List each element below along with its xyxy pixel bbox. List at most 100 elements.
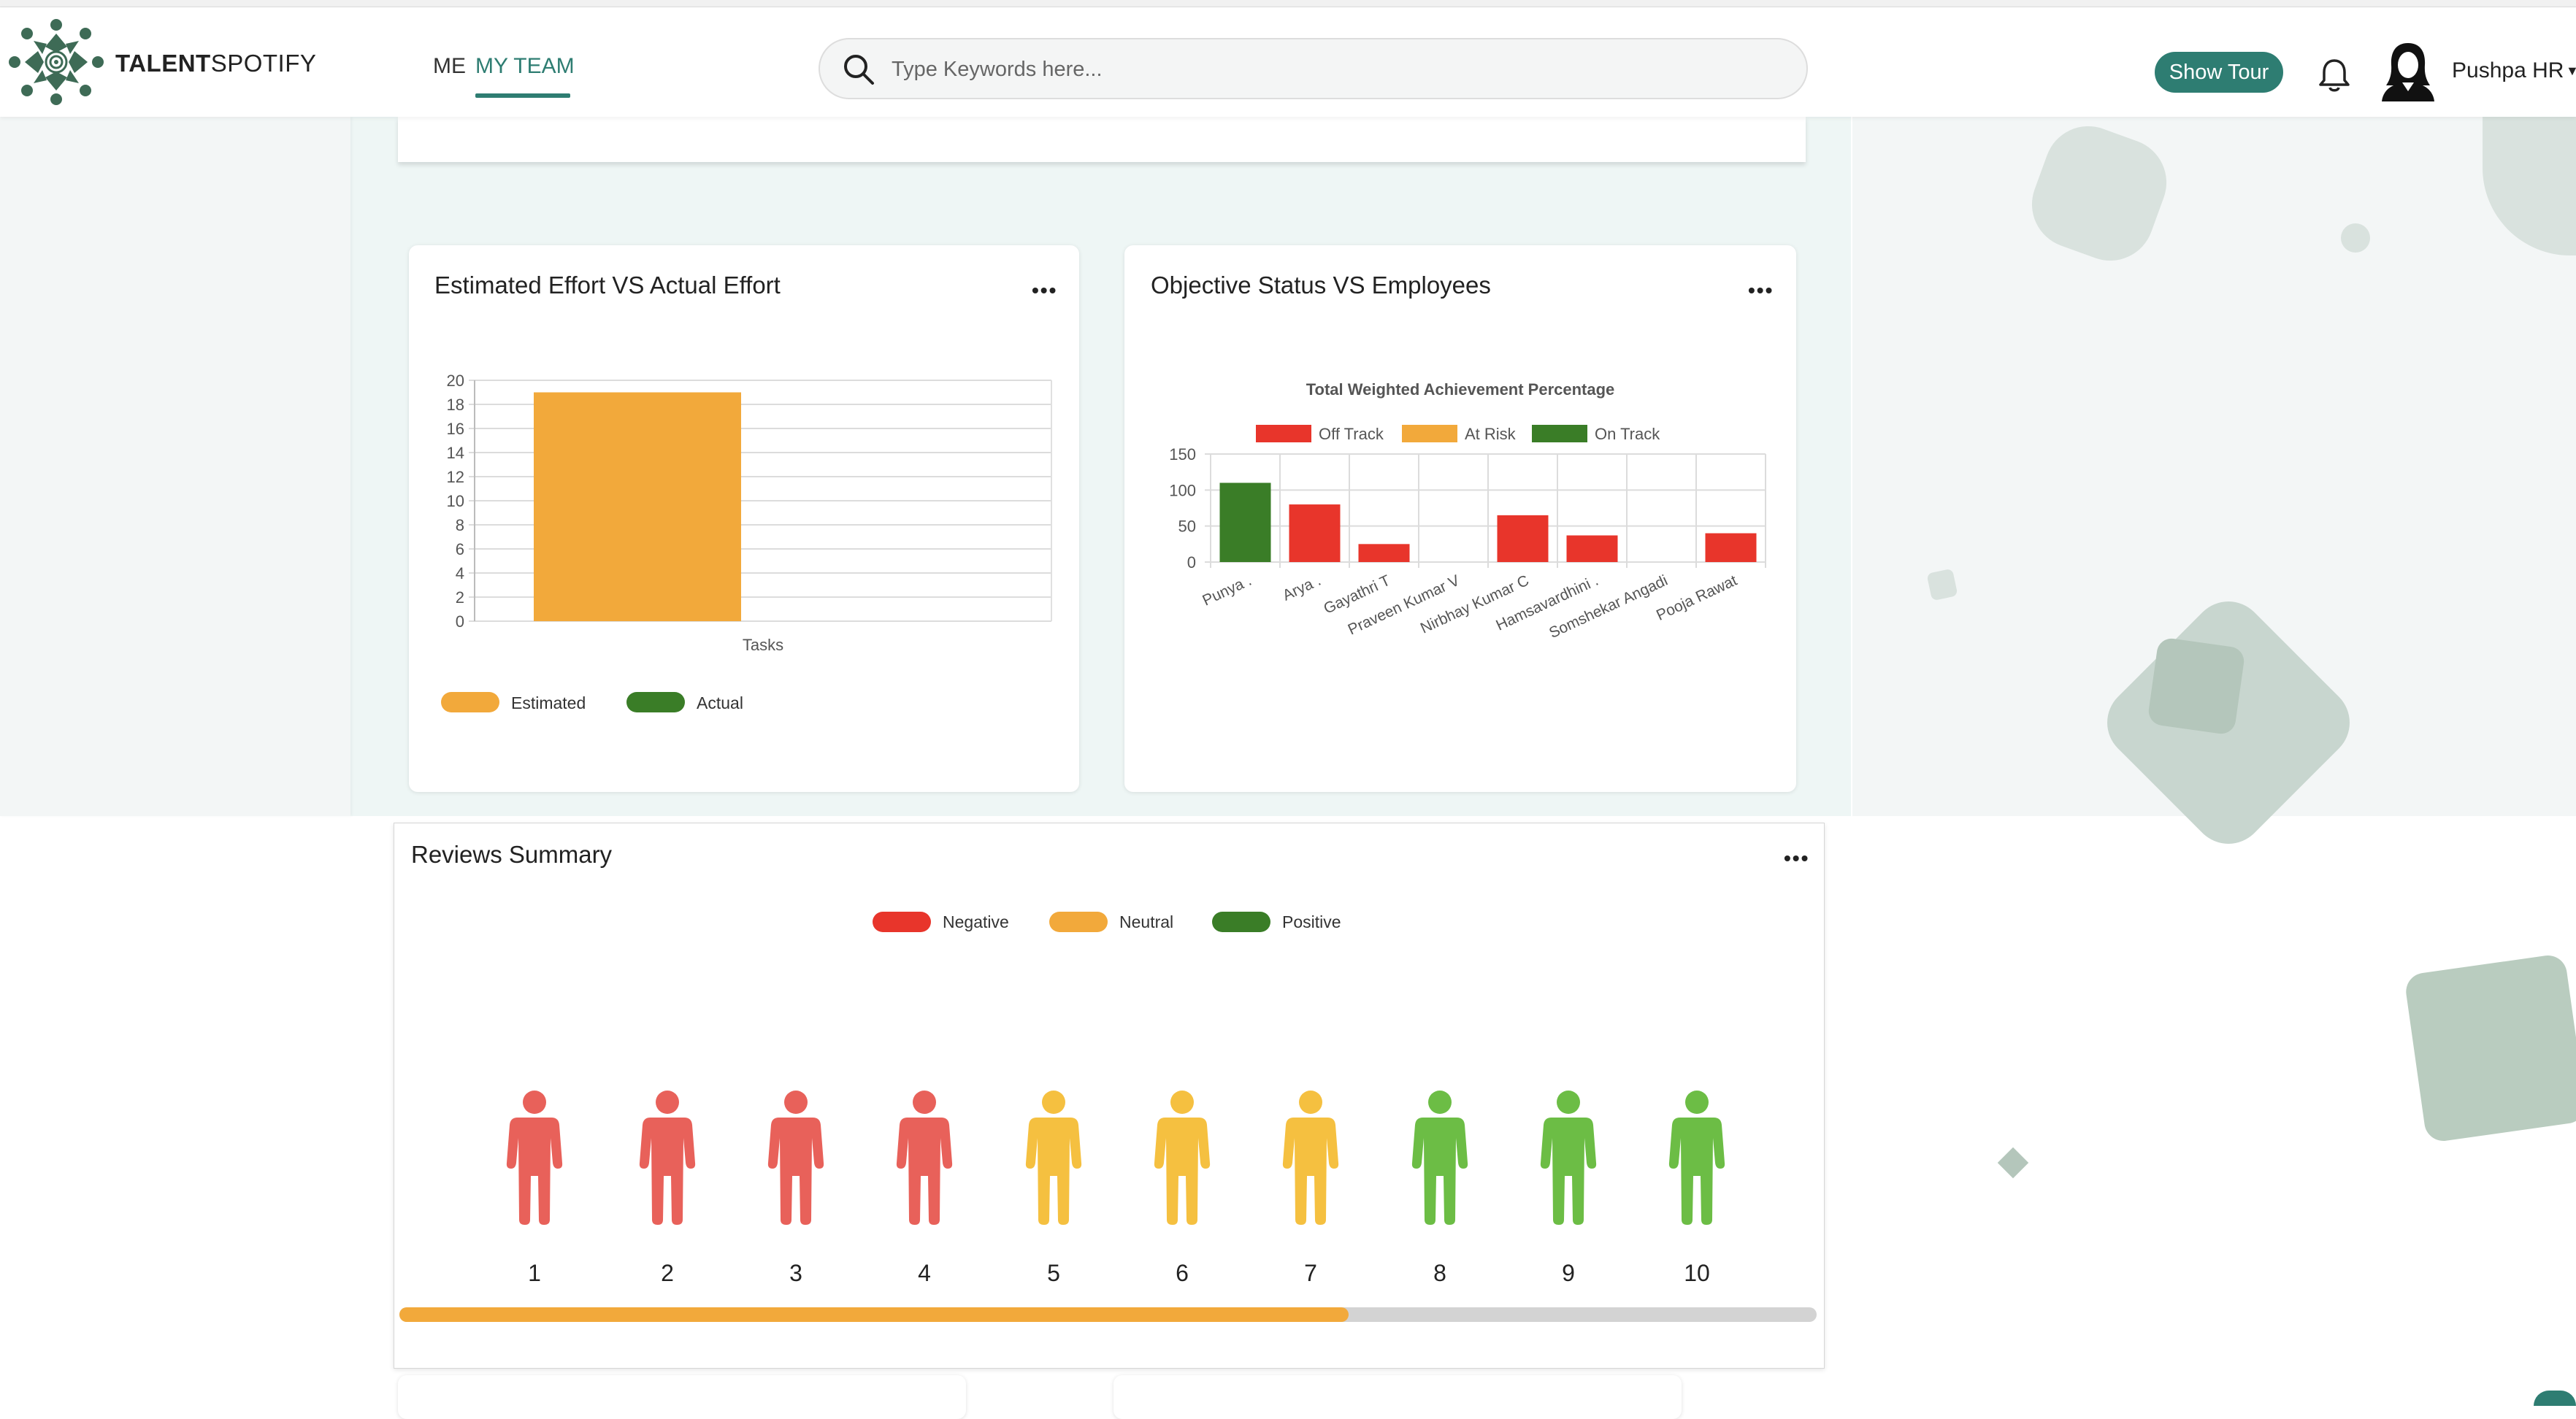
previous-card-bottom <box>398 117 1806 162</box>
legend-estimated-swatch <box>441 692 499 712</box>
legend-swatch <box>1532 425 1587 442</box>
search-icon[interactable] <box>842 53 875 86</box>
y-tick-label: 6 <box>456 540 464 558</box>
objective-bar <box>1497 515 1549 562</box>
objective-card-title: Objective Status VS Employees <box>1151 272 1491 299</box>
show-tour-button[interactable]: Show Tour <box>2155 52 2283 93</box>
person-negative-icon <box>506 1091 563 1225</box>
reviews-summary-card <box>394 823 1825 1369</box>
next-card-right <box>1113 1375 1682 1419</box>
y-tick-label: 2 <box>456 588 464 607</box>
legend-label: At Risk <box>1465 425 1517 443</box>
decorative-shape <box>2403 953 2576 1144</box>
active-tab-indicator <box>475 93 570 98</box>
top-navbar: TALENTSPOTIFY ME MY TEAM Show Tour Pushp… <box>0 7 2576 117</box>
decorative-shape <box>1997 1147 2029 1179</box>
objective-bar <box>1289 504 1341 562</box>
y-tick-label: 8 <box>456 516 464 534</box>
legend-swatch <box>1256 425 1311 442</box>
y-tick-label: 12 <box>447 468 464 486</box>
review-progress-fill <box>399 1307 1349 1322</box>
legend-negative-swatch <box>873 912 931 932</box>
y-tick-label: 0 <box>1187 553 1196 572</box>
legend-estimated-label: Estimated <box>511 693 586 712</box>
person-number: 5 <box>1047 1260 1060 1286</box>
reviews-card-title: Reviews Summary <box>411 841 613 868</box>
objective-bar-chart: Total Weighted Achievement Percentage Off… <box>1169 380 1766 642</box>
legend-label: On Track <box>1595 425 1660 443</box>
person-neutral-icon <box>1025 1091 1082 1225</box>
decorative-shape <box>1926 568 1958 601</box>
y-tick-label: 0 <box>456 612 464 631</box>
y-tick-label: 16 <box>447 420 464 438</box>
objective-bar <box>1566 535 1618 562</box>
legend-positive-swatch <box>1212 912 1270 932</box>
y-tick-label: 100 <box>1169 481 1196 499</box>
person-number: 10 <box>1684 1260 1710 1286</box>
brand-name: TALENTSPOTIFY <box>115 50 317 77</box>
y-tick-label: 150 <box>1169 445 1196 464</box>
x-category-label: Somshekar Angadi <box>1546 572 1670 642</box>
y-tick-label: 4 <box>456 564 464 582</box>
person-number: 4 <box>918 1260 931 1286</box>
person-number: 6 <box>1176 1260 1189 1286</box>
user-avatar-icon[interactable] <box>2379 40 2437 101</box>
effort-chart-card <box>409 245 1079 792</box>
effort-card-menu-button[interactable]: ••• <box>1032 279 1058 301</box>
bar-estimated <box>534 392 741 621</box>
effort-card-title: Estimated Effort VS Actual Effort <box>434 272 781 299</box>
legend-neutral-label: Neutral <box>1119 912 1174 931</box>
person-number: 9 <box>1562 1260 1575 1286</box>
x-category-label: Tasks <box>743 636 783 654</box>
review-progress-bar <box>399 1307 1817 1322</box>
person-positive-icon <box>1411 1091 1468 1225</box>
legend-actual-swatch <box>626 692 685 712</box>
person-negative-icon <box>639 1091 696 1225</box>
x-category-label: Arya . <box>1280 572 1323 604</box>
person-negative-icon <box>896 1091 953 1225</box>
search-input[interactable] <box>890 50 1696 89</box>
notification-bell-icon[interactable] <box>2316 56 2353 94</box>
person-number: 1 <box>528 1260 541 1286</box>
y-tick-label: 50 <box>1178 518 1196 536</box>
search-bar[interactable] <box>819 38 1808 99</box>
objective-card-menu-button[interactable]: ••• <box>1748 279 1774 301</box>
person-number: 7 <box>1304 1260 1317 1286</box>
effort-bar-chart: 0 2 4 6 8 10 12 14 16 18 20 Tasks <box>447 372 1052 654</box>
person-positive-icon <box>1540 1091 1597 1225</box>
person-neutral-icon <box>1154 1091 1211 1225</box>
person-number: 2 <box>661 1260 674 1286</box>
nav-tab-my-team[interactable]: MY TEAM <box>475 54 575 78</box>
next-card-left <box>398 1375 966 1419</box>
legend-swatch <box>1402 425 1457 442</box>
chevron-down-icon[interactable]: ▼ <box>2566 64 2576 78</box>
legend-actual-label: Actual <box>697 693 743 712</box>
legend-neutral-swatch <box>1049 912 1108 932</box>
top-border <box>0 0 2576 7</box>
y-tick-label: 20 <box>447 372 464 390</box>
user-name[interactable]: Pushpa HR <box>2452 58 2564 82</box>
person-neutral-icon <box>1282 1091 1339 1225</box>
left-side-panel <box>0 117 350 816</box>
person-negative-icon <box>767 1091 824 1225</box>
legend-negative-label: Negative <box>943 912 1009 931</box>
reviews-card-menu-button[interactable]: ••• <box>1784 847 1810 869</box>
talentspotify-logo-icon[interactable] <box>9 18 104 107</box>
objective-bar <box>1219 482 1271 562</box>
person-number: 3 <box>789 1260 802 1286</box>
person-positive-icon <box>1668 1091 1725 1225</box>
chart-title: Total Weighted Achievement Percentage <box>1306 380 1615 399</box>
objective-bar <box>1358 544 1410 562</box>
y-tick-label: 18 <box>447 396 464 414</box>
objective-bar <box>1705 533 1757 562</box>
decorative-shape <box>2341 223 2370 253</box>
decorative-shape <box>2534 1391 2576 1406</box>
legend-positive-label: Positive <box>1282 912 1341 931</box>
decorative-shape <box>2147 637 2246 736</box>
legend-label: Off Track <box>1319 425 1384 443</box>
x-category-label: Punya . <box>1200 572 1254 609</box>
nav-tab-me[interactable]: ME <box>433 54 466 78</box>
person-number: 8 <box>1433 1260 1446 1286</box>
y-tick-label: 10 <box>447 492 464 510</box>
y-tick-label: 14 <box>447 444 464 462</box>
